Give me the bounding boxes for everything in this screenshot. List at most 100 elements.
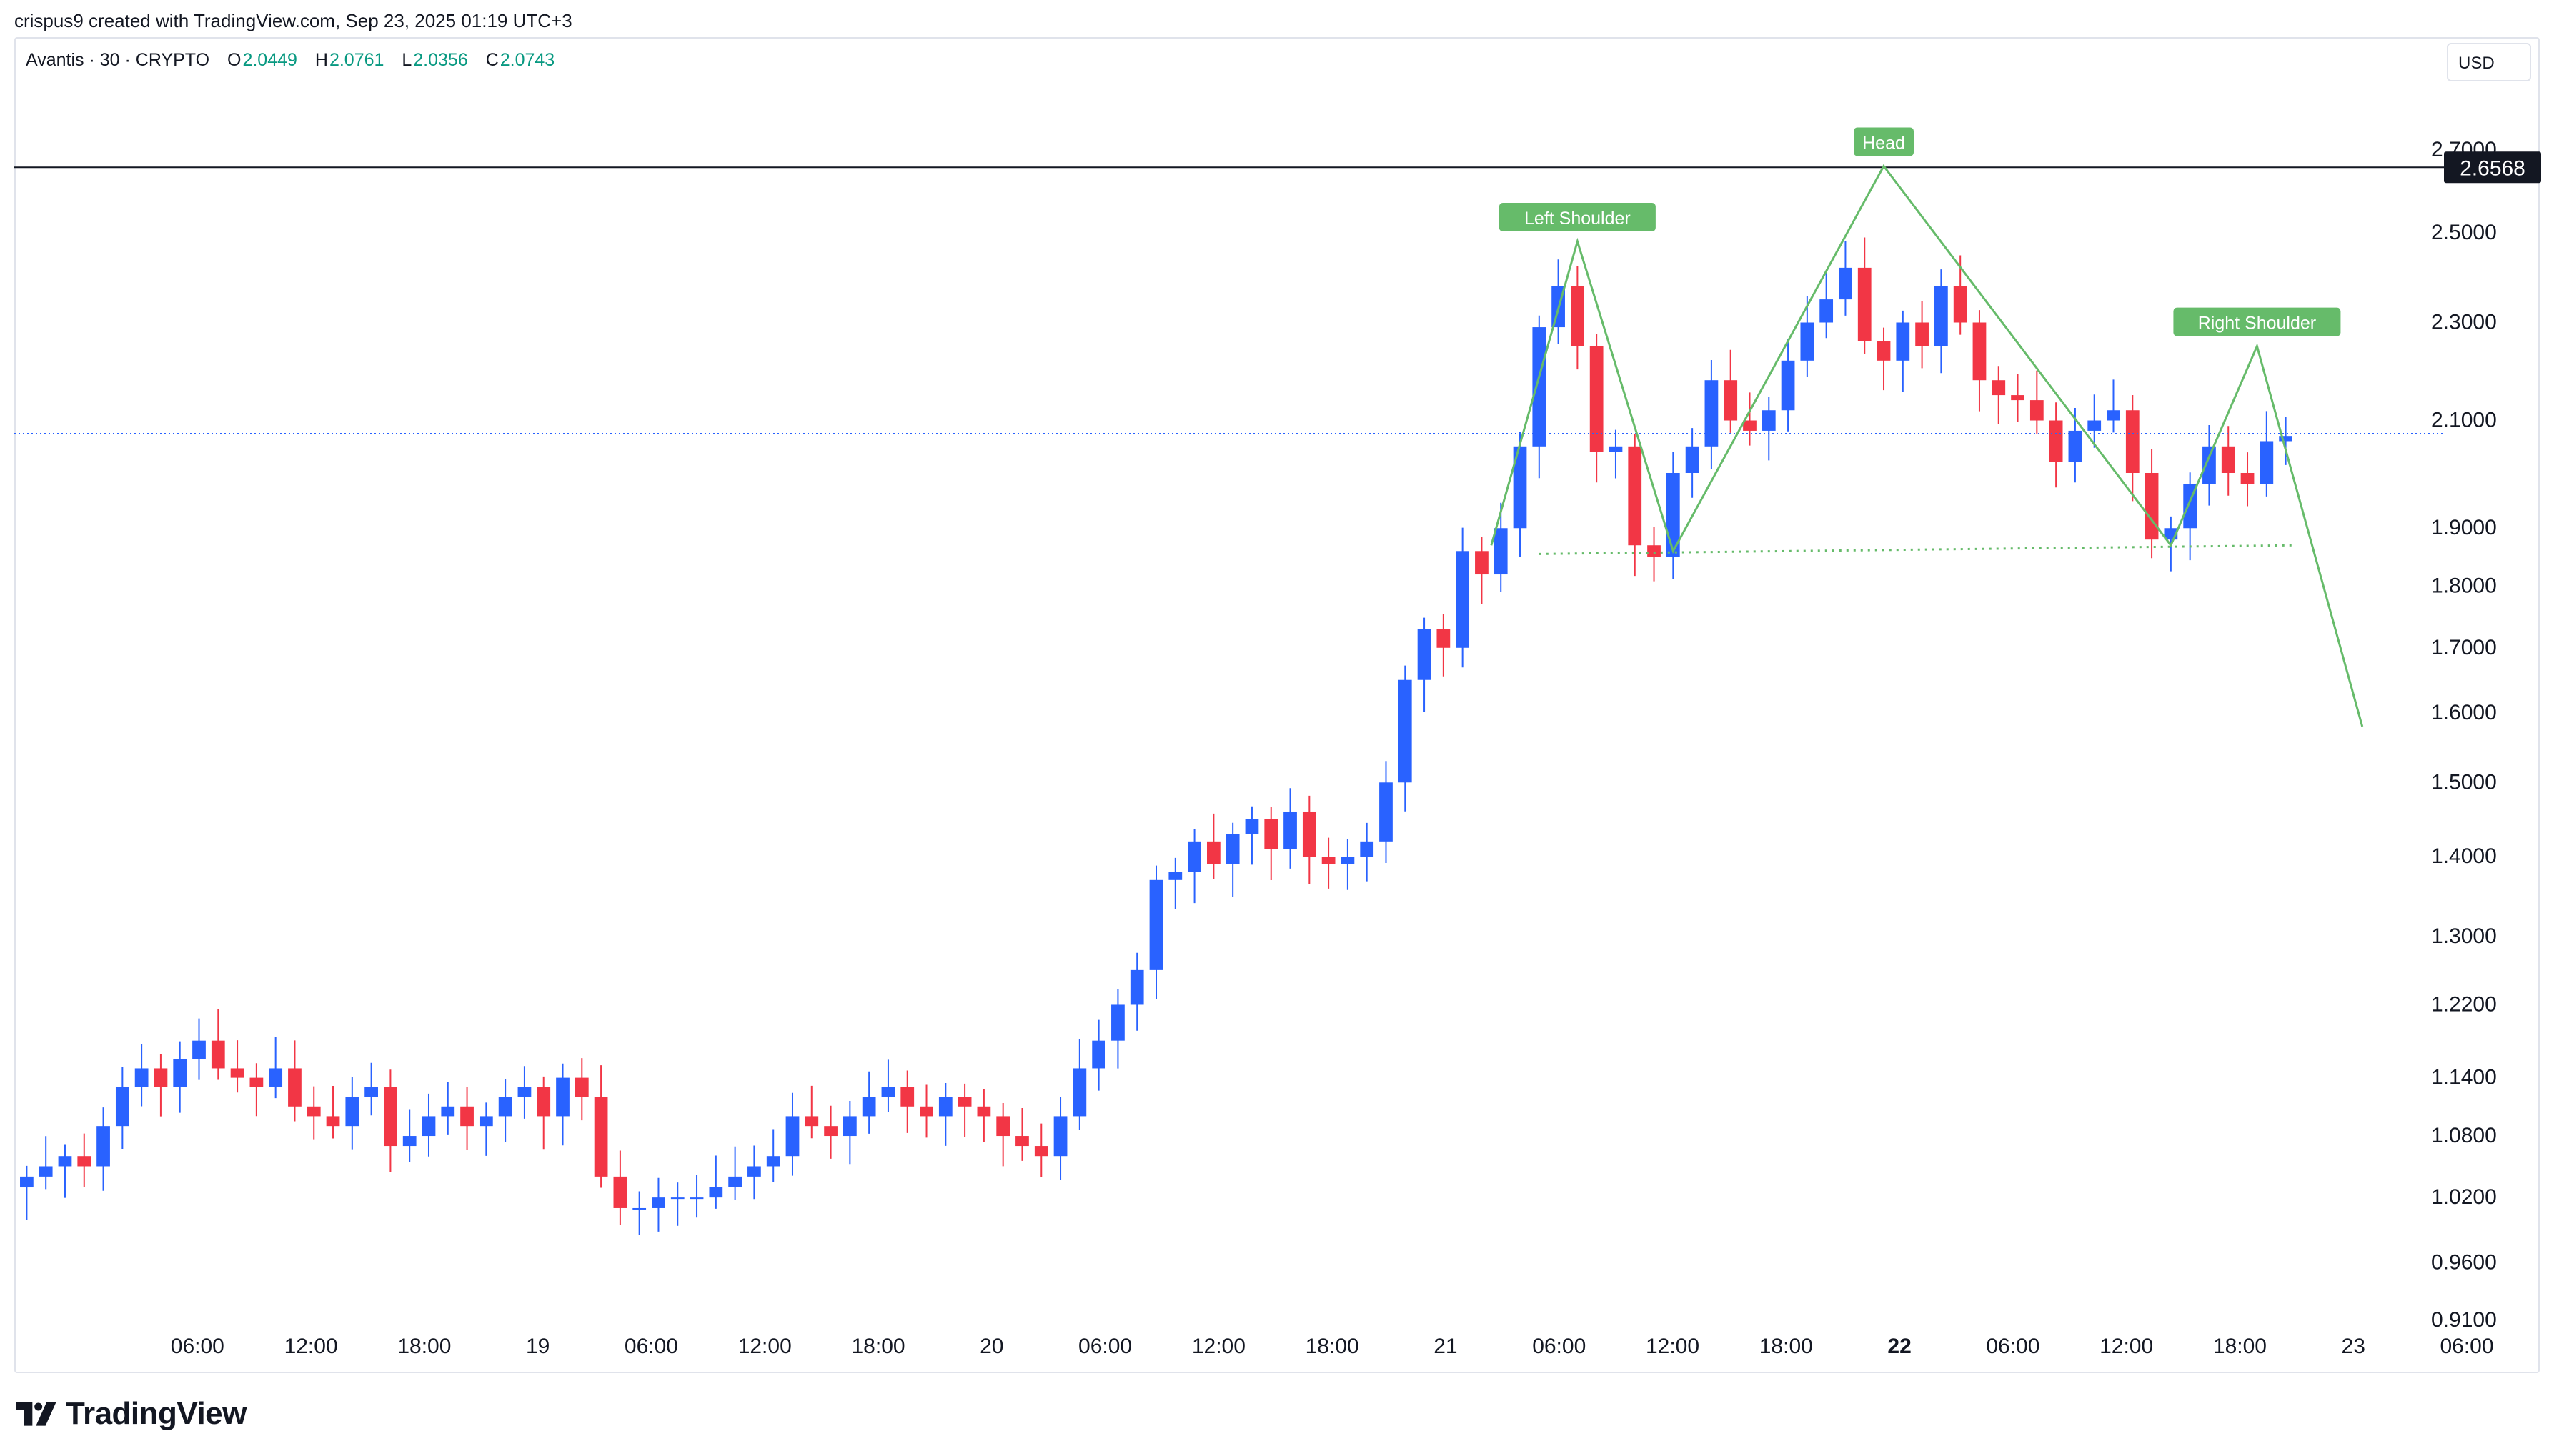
x-tick-label: 21 [1433,1335,1457,1358]
candle-up [1092,1040,1106,1069]
currency-selector[interactable]: USD [2447,43,2531,81]
candle-down [1436,629,1451,648]
x-tick-label: 12:00 [738,1335,792,1358]
y-tick-label: 1.0800 [2431,1124,2497,1147]
candle-up [2068,430,2082,463]
candle-up [1053,1116,1068,1157]
candle-up [1149,879,1163,970]
x-tick-label: 18:00 [397,1335,451,1358]
chart-frame [14,37,2540,1373]
candle-up [1762,410,1776,431]
x-tick-label: 06:00 [625,1335,678,1358]
candle-down [1015,1136,1029,1147]
candle-up [2260,441,2274,484]
y-tick-label: 1.8000 [2431,574,2497,598]
candle-up [785,1116,800,1157]
candle-down [1992,380,2006,396]
candle-up [1934,285,1948,346]
candle-up [402,1136,417,1147]
y-tick-label: 2.1000 [2431,409,2497,432]
candle-up [269,1068,283,1087]
candle-down [1628,446,1642,546]
x-tick-label: 23 [2342,1335,2365,1358]
x-tick-label: 19 [526,1335,550,1358]
candle-down [1571,285,1584,346]
y-tick-label: 0.9600 [2431,1250,2497,1274]
y-tick-label: 0.9100 [2431,1308,2497,1332]
x-tick-label: 18:00 [1759,1335,1813,1358]
candle-down [1589,346,1604,452]
low-value: 2.0356 [413,50,468,70]
candle-up [1609,446,1623,452]
candle-up [498,1097,512,1117]
candle-up [1379,782,1393,842]
candle-down [154,1068,168,1087]
candle-up [1245,819,1259,834]
candle-up [173,1059,187,1087]
y-tick-label: 1.9000 [2431,516,2497,539]
y-tick-label: 1.2200 [2431,992,2497,1016]
candle-down [77,1156,91,1167]
brand-name: TradingView [66,1396,247,1431]
symbol-name[interactable]: Avantis · 30 · CRYPTO [26,50,210,70]
close-label: C [485,50,499,70]
open-value: 2.0449 [242,50,297,70]
candle-up [881,1087,895,1097]
candle-down [1857,267,1872,341]
candle-down [1953,285,1967,323]
candle-down [977,1106,991,1117]
y-tick-label: 1.4000 [2431,844,2497,868]
candle-up [1456,551,1470,648]
candle-up [1226,834,1240,864]
candle-up [1704,380,1719,447]
candle-up [728,1176,742,1187]
candle-down [2221,446,2235,473]
candle-up [58,1156,72,1167]
candle-up [115,1087,129,1127]
x-tick-label: 18:00 [1306,1335,1359,1358]
x-tick-label: 06:00 [171,1335,224,1358]
head-shoulders-path[interactable] [1490,164,2364,727]
candle-up [39,1166,53,1177]
header-credit: crispus9 created with TradingView.com, S… [14,10,572,31]
pattern-drawing[interactable]: Left Shoulder Head Right Shoulder [1490,127,2364,727]
resistance-price-label: 2.6568 [2460,156,2525,180]
x-tick-label: 18:00 [2213,1335,2267,1358]
x-tick-label: 06:00 [1986,1335,2039,1358]
candle-up [1819,299,1834,323]
candle-up [1398,679,1412,783]
pattern-label: Left Shoulder [1524,209,1631,229]
candle-up [1111,1004,1125,1041]
candle-up [652,1197,665,1208]
candle-up [1532,327,1546,447]
candle-down [384,1087,397,1147]
pattern-label-box[interactable] [2173,307,2341,336]
candle-up [441,1106,455,1117]
y-tick-label: 2.7000 [2431,138,2497,161]
low-label: L [402,50,412,70]
candle-up [422,1116,436,1137]
y-tick-label: 1.1400 [2431,1066,2497,1089]
symbol-legend[interactable]: Avantis · 30 · CRYPTO O2.0449 H2.0761 L2… [26,50,555,71]
candle-up [479,1116,493,1127]
candle-down [1475,551,1489,575]
open-label: O [227,50,242,70]
candle-down [307,1106,321,1117]
pattern-label-box[interactable] [1854,127,1914,156]
candle-down [575,1077,589,1097]
candle-up [2087,420,2102,431]
candle-up [1513,446,1527,529]
candle-down [2011,395,2024,401]
time-axis[interactable]: 06:00 12:00 18:00 19 06:00 12:00 18:00 20 06:00 1… [171,1335,2494,1358]
x-tick-label: 06:00 [2440,1335,2493,1358]
candle-down [1877,341,1891,361]
pattern-label-box[interactable] [1499,203,1656,232]
candle-down [460,1106,474,1127]
tradingview-logo[interactable]: TradingView [16,1396,247,1432]
price-axis[interactable]: 2.7000 2.5000 2.3000 2.1000 1.9000 1.8000 1.70… [2431,138,2497,1332]
candle-down [1724,380,1738,421]
candle-down [211,1040,225,1069]
x-tick-label: 12:00 [284,1335,338,1358]
neckline[interactable] [1539,544,2296,555]
